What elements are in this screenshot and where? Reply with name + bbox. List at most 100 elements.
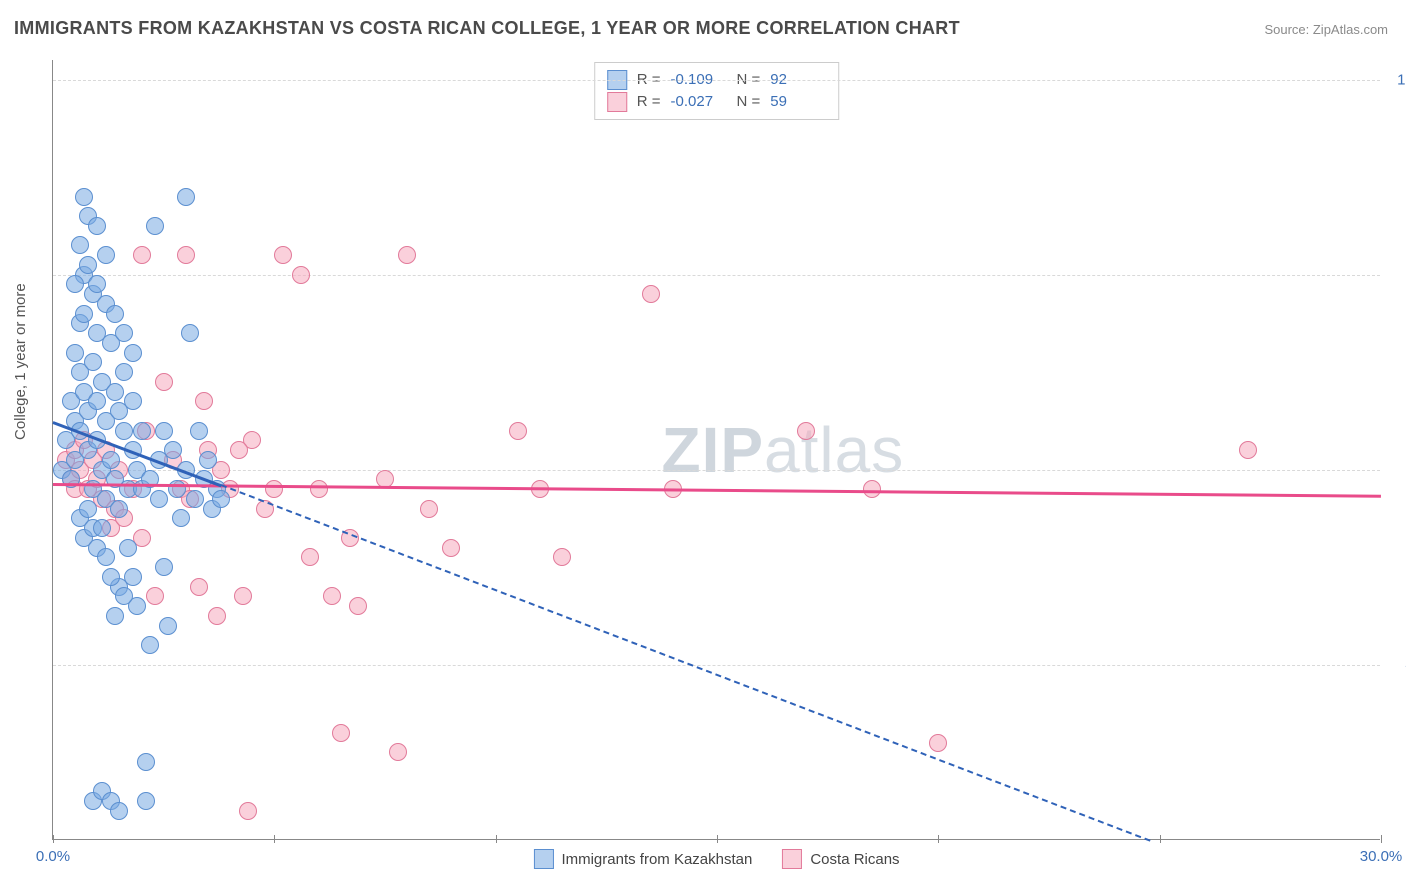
scatter-point-a xyxy=(110,802,128,820)
scatter-point-a xyxy=(75,305,93,323)
watermark: ZIPatlas xyxy=(661,413,904,487)
scatter-point-b xyxy=(155,373,173,391)
x-tick-label: 0.0% xyxy=(36,848,70,865)
gridline xyxy=(53,80,1380,81)
scatter-point-a xyxy=(106,305,124,323)
scatter-point-a xyxy=(124,344,142,362)
scatter-point-b xyxy=(208,607,226,625)
scatter-point-b xyxy=(797,422,815,440)
scatter-point-b xyxy=(389,743,407,761)
legend-stats-row-b: R = -0.027 N = 59 xyxy=(607,91,827,113)
legend-item-a: Immigrants from Kazakhstan xyxy=(533,849,752,869)
scatter-point-a xyxy=(177,188,195,206)
x-tick-label: 30.0% xyxy=(1360,848,1403,865)
scatter-point-a xyxy=(146,217,164,235)
legend-swatch-b xyxy=(607,92,627,112)
scatter-point-a xyxy=(88,217,106,235)
scatter-point-b xyxy=(133,246,151,264)
stat-value-b-n: 59 xyxy=(770,91,826,113)
scatter-point-a xyxy=(159,617,177,635)
scatter-point-a xyxy=(97,548,115,566)
x-tick xyxy=(938,835,939,843)
stat-label-r: R = xyxy=(637,91,661,113)
scatter-point-a xyxy=(79,500,97,518)
scatter-point-b xyxy=(301,548,319,566)
legend-swatch-b xyxy=(782,849,802,869)
legend-bottom: Immigrants from Kazakhstan Costa Ricans xyxy=(533,849,899,869)
gridline xyxy=(53,275,1380,276)
scatter-point-a xyxy=(115,422,133,440)
legend-stats-box: R = -0.109 N = 92 R = -0.027 N = 59 xyxy=(594,62,840,120)
y-tick-label: 100.0% xyxy=(1397,71,1406,88)
scatter-point-a xyxy=(168,480,186,498)
scatter-point-a xyxy=(102,451,120,469)
legend-label-b: Costa Ricans xyxy=(810,851,899,868)
scatter-point-b xyxy=(292,266,310,284)
x-tick xyxy=(496,835,497,843)
scatter-point-a xyxy=(97,246,115,264)
scatter-point-b xyxy=(310,480,328,498)
scatter-point-b xyxy=(234,587,252,605)
stat-value-b-r: -0.027 xyxy=(671,91,727,113)
scatter-point-b xyxy=(420,500,438,518)
x-tick xyxy=(1160,835,1161,843)
scatter-point-a xyxy=(110,500,128,518)
scatter-point-a xyxy=(71,236,89,254)
legend-item-b: Costa Ricans xyxy=(782,849,899,869)
scatter-point-a xyxy=(88,275,106,293)
watermark-bold: ZIP xyxy=(661,414,764,486)
scatter-point-a xyxy=(79,256,97,274)
scatter-point-b xyxy=(442,539,460,557)
scatter-point-b xyxy=(230,441,248,459)
scatter-point-b xyxy=(323,587,341,605)
scatter-point-b xyxy=(177,246,195,264)
scatter-point-a xyxy=(106,607,124,625)
gridline xyxy=(53,665,1380,666)
watermark-rest: atlas xyxy=(764,414,904,486)
scatter-point-b xyxy=(1239,441,1257,459)
scatter-point-b xyxy=(265,480,283,498)
legend-swatch-a xyxy=(533,849,553,869)
scatter-point-a xyxy=(150,490,168,508)
stat-label-n: N = xyxy=(737,91,761,113)
scatter-point-a xyxy=(190,422,208,440)
regression-line-a-dashed xyxy=(221,484,1151,842)
scatter-point-a xyxy=(124,568,142,586)
scatter-point-a xyxy=(155,422,173,440)
scatter-point-a xyxy=(119,539,137,557)
scatter-point-a xyxy=(66,275,84,293)
x-tick xyxy=(1381,835,1382,843)
x-tick xyxy=(717,835,718,843)
scatter-point-b xyxy=(398,246,416,264)
scatter-point-a xyxy=(102,568,120,586)
scatter-point-b xyxy=(239,802,257,820)
scatter-point-b xyxy=(190,578,208,596)
scatter-point-a xyxy=(75,188,93,206)
scatter-point-a xyxy=(124,392,142,410)
gridline xyxy=(53,470,1380,471)
scatter-point-a xyxy=(172,509,190,527)
x-tick xyxy=(53,835,54,843)
scatter-point-a xyxy=(66,344,84,362)
scatter-point-b xyxy=(195,392,213,410)
y-axis-title: College, 1 year or more xyxy=(12,283,29,440)
scatter-point-b xyxy=(349,597,367,615)
scatter-point-a xyxy=(141,636,159,654)
scatter-point-a xyxy=(133,422,151,440)
scatter-point-b xyxy=(553,548,571,566)
scatter-point-a xyxy=(186,490,204,508)
chart-title: IMMIGRANTS FROM KAZAKHSTAN VS COSTA RICA… xyxy=(14,18,960,39)
scatter-point-a xyxy=(88,392,106,410)
x-tick xyxy=(274,835,275,843)
scatter-point-a xyxy=(84,353,102,371)
scatter-point-a xyxy=(199,451,217,469)
scatter-point-b xyxy=(642,285,660,303)
scatter-point-a xyxy=(115,587,133,605)
scatter-point-b xyxy=(509,422,527,440)
scatter-point-a xyxy=(137,753,155,771)
scatter-point-a xyxy=(93,519,111,537)
scatter-point-b xyxy=(332,724,350,742)
scatter-point-a xyxy=(106,383,124,401)
scatter-point-a xyxy=(115,363,133,381)
scatter-point-b xyxy=(146,587,164,605)
